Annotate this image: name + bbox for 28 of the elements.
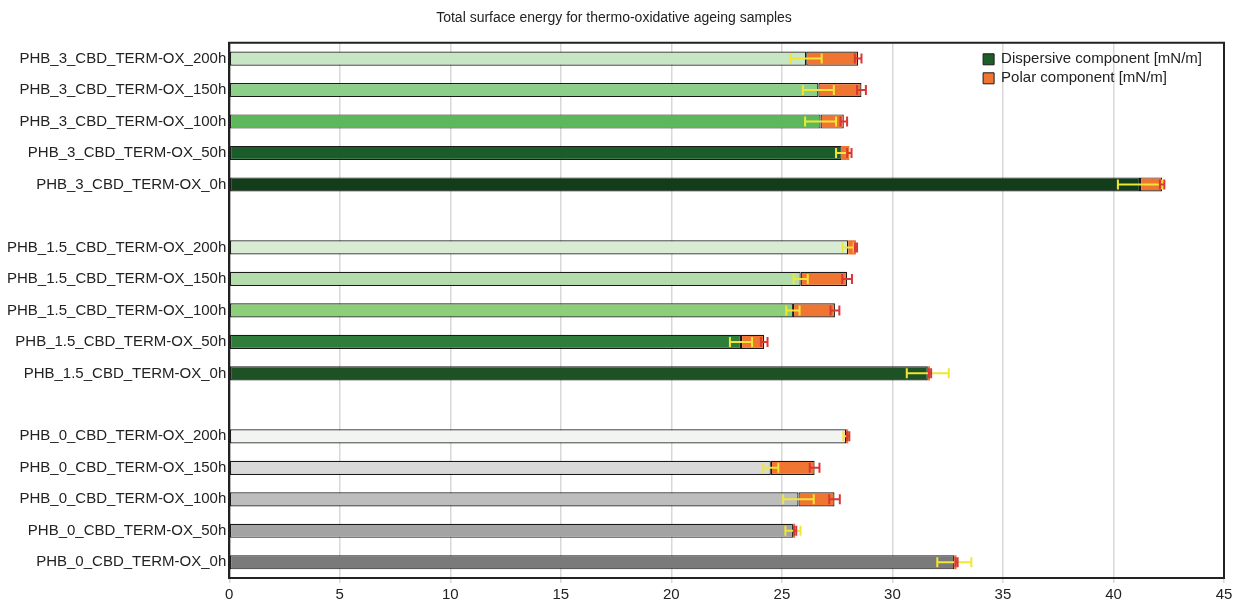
y-tick-label: PHB_0_CBD_TERM-OX_0h bbox=[36, 552, 227, 570]
y-tick-label: PHB_1.5_CBD_TERM-OX_0h bbox=[23, 363, 227, 381]
y-tick-label: PHB_1.5_CBD_TERM-OX_100h bbox=[7, 300, 227, 318]
x-tick-label: 30 bbox=[884, 585, 901, 603]
legend-label: Dispersive component [mN/m] bbox=[1001, 48, 1203, 66]
y-tick-label: PHB_0_CBD_TERM-OX_100h bbox=[19, 489, 227, 507]
x-tick-label: 10 bbox=[441, 585, 459, 603]
y-tick-label: PHB_3_CBD_TERM-OX_50h bbox=[27, 143, 227, 161]
y-tick-label: PHB_0_CBD_TERM-OX_150h bbox=[19, 457, 227, 475]
x-tick-label: 40 bbox=[1105, 585, 1122, 603]
y-tick-label: PHB_1.5_CBD_TERM-OX_50h bbox=[15, 332, 227, 350]
y-tick-label: PHB_0_CBD_TERM-OX_50h bbox=[27, 520, 227, 538]
y-tick-label: PHB_0_CBD_TERM-OX_200h bbox=[19, 426, 227, 444]
legend-label: Polar component [mN/m] bbox=[1001, 67, 1168, 85]
y-tick-label: PHB_1.5_CBD_TERM-OX_200h bbox=[7, 237, 227, 255]
y-tick-label: PHB_3_CBD_TERM-OX_0h bbox=[36, 174, 227, 192]
x-tick-label: 15 bbox=[552, 585, 570, 603]
y-tick-label: PHB_3_CBD_TERM-OX_200h bbox=[19, 48, 227, 66]
x-tick-label: 35 bbox=[994, 585, 1012, 603]
y-tick-label: PHB_3_CBD_TERM-OX_100h bbox=[19, 111, 227, 129]
x-tick-label: 20 bbox=[663, 585, 680, 603]
y-tick-label: PHB_3_CBD_TERM-OX_150h bbox=[19, 80, 227, 98]
chart-title: Total surface energy for thermo-oxidative ageing samples bbox=[436, 9, 792, 26]
x-tick-label: 25 bbox=[773, 585, 791, 603]
x-tick-label: 0 bbox=[225, 585, 234, 603]
x-tick-label: 5 bbox=[335, 585, 344, 603]
y-tick-label: PHB_1.5_CBD_TERM-OX_150h bbox=[7, 269, 227, 287]
x-tick-label: 45 bbox=[1215, 585, 1233, 603]
